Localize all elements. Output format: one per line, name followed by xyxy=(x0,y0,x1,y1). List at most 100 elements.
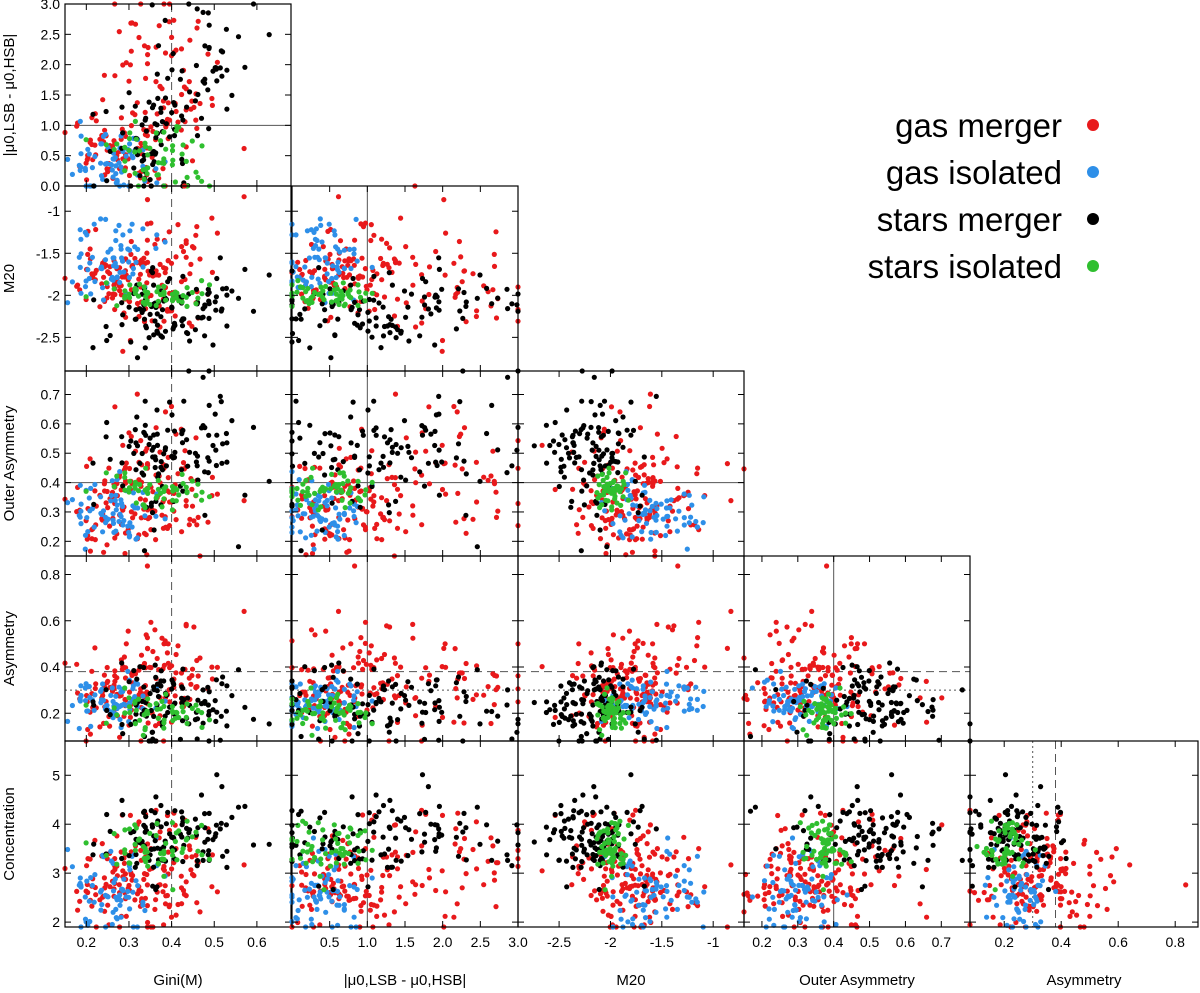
data-point xyxy=(406,702,412,709)
data-point xyxy=(419,849,425,855)
data-point xyxy=(700,703,706,710)
data-point xyxy=(166,19,172,25)
data-point xyxy=(141,530,148,536)
data-point xyxy=(641,462,647,468)
data-point xyxy=(341,303,347,309)
data-point xyxy=(184,489,190,495)
data-point xyxy=(488,473,494,479)
data-point xyxy=(141,855,147,861)
y-tick-label: -1 xyxy=(48,203,61,219)
data-point xyxy=(102,127,108,133)
data-point xyxy=(315,512,321,519)
data-point xyxy=(490,843,496,849)
data-point xyxy=(175,119,181,125)
data-point xyxy=(126,172,133,179)
data-point xyxy=(789,638,795,644)
data-point xyxy=(744,696,750,703)
data-point xyxy=(584,731,590,737)
data-point xyxy=(101,481,107,487)
data-point xyxy=(317,216,323,222)
data-point xyxy=(563,445,570,451)
data-point xyxy=(408,684,415,690)
data-point xyxy=(628,660,634,666)
data-point xyxy=(594,720,601,727)
data-point xyxy=(126,78,132,84)
data-point xyxy=(590,723,596,729)
data-point xyxy=(408,836,415,842)
data-point xyxy=(98,688,104,695)
data-point xyxy=(645,479,651,485)
data-point xyxy=(87,139,93,145)
data-point xyxy=(148,846,155,853)
data-point xyxy=(154,442,161,448)
data-point xyxy=(146,99,152,105)
data-point xyxy=(387,715,393,721)
data-point xyxy=(336,434,342,440)
data-point xyxy=(433,683,439,689)
data-point xyxy=(134,391,140,397)
data-point xyxy=(376,809,382,815)
data-point xyxy=(645,652,651,658)
data-point xyxy=(634,523,640,529)
data-point xyxy=(154,884,160,890)
data-point xyxy=(423,809,429,816)
data-point xyxy=(164,650,170,656)
data-point xyxy=(839,720,845,727)
data-point xyxy=(119,702,125,709)
data-point xyxy=(873,690,879,697)
data-point xyxy=(376,467,382,473)
data-point xyxy=(82,546,88,552)
data-point xyxy=(179,822,185,828)
data-point xyxy=(601,426,607,432)
data-point xyxy=(171,428,178,434)
data-point xyxy=(336,511,342,517)
data-point xyxy=(155,861,161,867)
data-point xyxy=(155,43,162,49)
data-point xyxy=(214,78,220,84)
data-point xyxy=(119,255,125,261)
data-point xyxy=(173,912,179,918)
data-point xyxy=(354,442,360,448)
panel-frame xyxy=(64,185,292,372)
data-point xyxy=(146,441,152,448)
data-point xyxy=(220,441,226,447)
data-point xyxy=(224,848,230,854)
data-point xyxy=(209,102,215,108)
data-point xyxy=(117,469,123,475)
data-point xyxy=(167,665,173,671)
data-point xyxy=(290,876,296,882)
data-point xyxy=(132,847,138,853)
data-point xyxy=(98,160,104,166)
data-point xyxy=(223,285,229,291)
data-point xyxy=(195,18,201,24)
data-point xyxy=(105,902,111,908)
data-point xyxy=(484,430,490,437)
data-point xyxy=(328,314,334,320)
data-point xyxy=(122,288,128,294)
data-point xyxy=(154,71,160,77)
data-point xyxy=(151,102,157,108)
data-point xyxy=(439,442,445,448)
data-point xyxy=(652,548,658,554)
data-point xyxy=(192,816,198,822)
data-point xyxy=(307,422,313,428)
data-point xyxy=(182,448,188,454)
data-point xyxy=(628,704,634,710)
data-point xyxy=(663,532,669,539)
data-point xyxy=(410,635,416,641)
data-point xyxy=(167,134,173,140)
data-point xyxy=(369,721,375,727)
data-point xyxy=(395,717,401,723)
data-point xyxy=(146,335,152,341)
data-point xyxy=(135,246,141,252)
data-point xyxy=(123,153,129,159)
data-point xyxy=(866,668,872,674)
data-point xyxy=(163,691,169,697)
data-point xyxy=(82,165,88,171)
data-point xyxy=(193,62,199,69)
data-point xyxy=(185,463,191,469)
data-points xyxy=(62,563,272,744)
data-point xyxy=(107,523,113,529)
data-point xyxy=(795,661,801,667)
data-point xyxy=(394,525,401,531)
